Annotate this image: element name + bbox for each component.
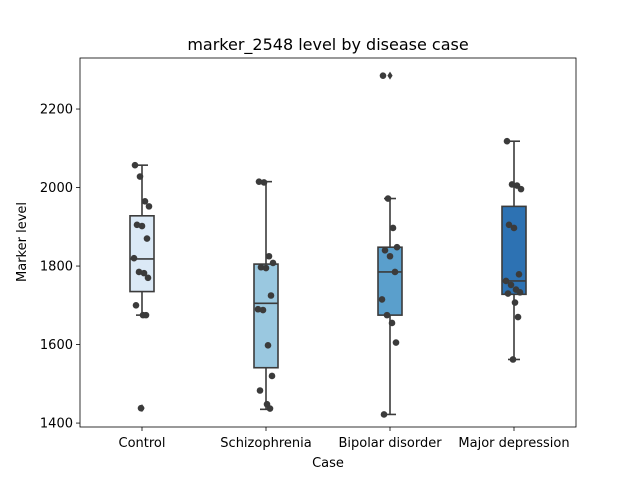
y-tick-label: 1600 bbox=[40, 338, 73, 353]
data-point bbox=[503, 137, 511, 145]
data-point bbox=[257, 263, 265, 271]
data-point bbox=[384, 195, 392, 202]
data-point bbox=[265, 252, 273, 260]
data-point bbox=[383, 311, 391, 319]
outlier-marker bbox=[387, 71, 393, 80]
data-point bbox=[130, 254, 138, 262]
data-point bbox=[144, 274, 152, 282]
data-point bbox=[266, 405, 274, 412]
data-point bbox=[138, 222, 146, 230]
data-point bbox=[262, 264, 270, 272]
data-point bbox=[388, 319, 396, 327]
data-point bbox=[380, 411, 388, 418]
data-point bbox=[516, 289, 524, 296]
data-point bbox=[507, 281, 515, 289]
data-point bbox=[131, 161, 139, 169]
data-point bbox=[502, 277, 510, 285]
box bbox=[253, 263, 279, 369]
data-point bbox=[136, 173, 144, 180]
data-point bbox=[379, 72, 387, 79]
data-point bbox=[142, 311, 150, 319]
x-tick-label: Schizophrenia bbox=[220, 436, 311, 451]
chart-title: marker_2548 level by disease case bbox=[187, 35, 468, 55]
data-point bbox=[389, 224, 397, 232]
data-point bbox=[511, 299, 519, 306]
data-point bbox=[254, 305, 262, 313]
y-tick-label: 1400 bbox=[40, 417, 73, 432]
data-point bbox=[514, 313, 522, 321]
data-point bbox=[264, 342, 272, 349]
data-point bbox=[255, 178, 263, 185]
data-point bbox=[508, 181, 516, 188]
data-point bbox=[256, 387, 264, 394]
data-point bbox=[141, 197, 149, 205]
plot-area bbox=[80, 58, 576, 427]
data-point bbox=[393, 243, 401, 251]
data-point bbox=[268, 372, 276, 380]
data-point bbox=[386, 252, 394, 260]
x-tick-label: Major depression bbox=[458, 436, 569, 451]
data-point bbox=[381, 247, 389, 254]
x-tick-label: Bipolar disorder bbox=[338, 436, 442, 451]
data-point bbox=[137, 404, 145, 412]
data-point bbox=[517, 185, 525, 193]
data-point bbox=[392, 339, 400, 346]
data-point bbox=[259, 306, 267, 314]
data-point bbox=[135, 268, 143, 276]
box-group bbox=[253, 180, 279, 411]
y-tick-label: 2000 bbox=[40, 181, 73, 196]
y-axis-label: Marker level bbox=[15, 202, 30, 282]
data-point bbox=[391, 268, 399, 276]
data-point bbox=[140, 269, 148, 277]
y-tick-label: 1800 bbox=[40, 260, 73, 275]
x-tick-label: Control bbox=[119, 436, 166, 451]
data-point bbox=[260, 179, 268, 186]
x-axis-label: Case bbox=[312, 456, 344, 471]
data-point bbox=[145, 203, 153, 210]
data-point bbox=[378, 296, 386, 303]
data-point bbox=[515, 270, 523, 278]
data-point bbox=[504, 290, 512, 297]
data-point bbox=[133, 221, 141, 229]
data-point bbox=[143, 235, 151, 242]
data-point bbox=[509, 356, 517, 363]
plot-frame bbox=[79, 57, 577, 428]
data-point bbox=[132, 302, 140, 309]
y-tick-label: 2200 bbox=[40, 103, 73, 118]
data-point bbox=[505, 221, 513, 229]
data-point bbox=[267, 292, 275, 299]
data-point bbox=[269, 259, 277, 267]
data-point bbox=[510, 224, 518, 232]
